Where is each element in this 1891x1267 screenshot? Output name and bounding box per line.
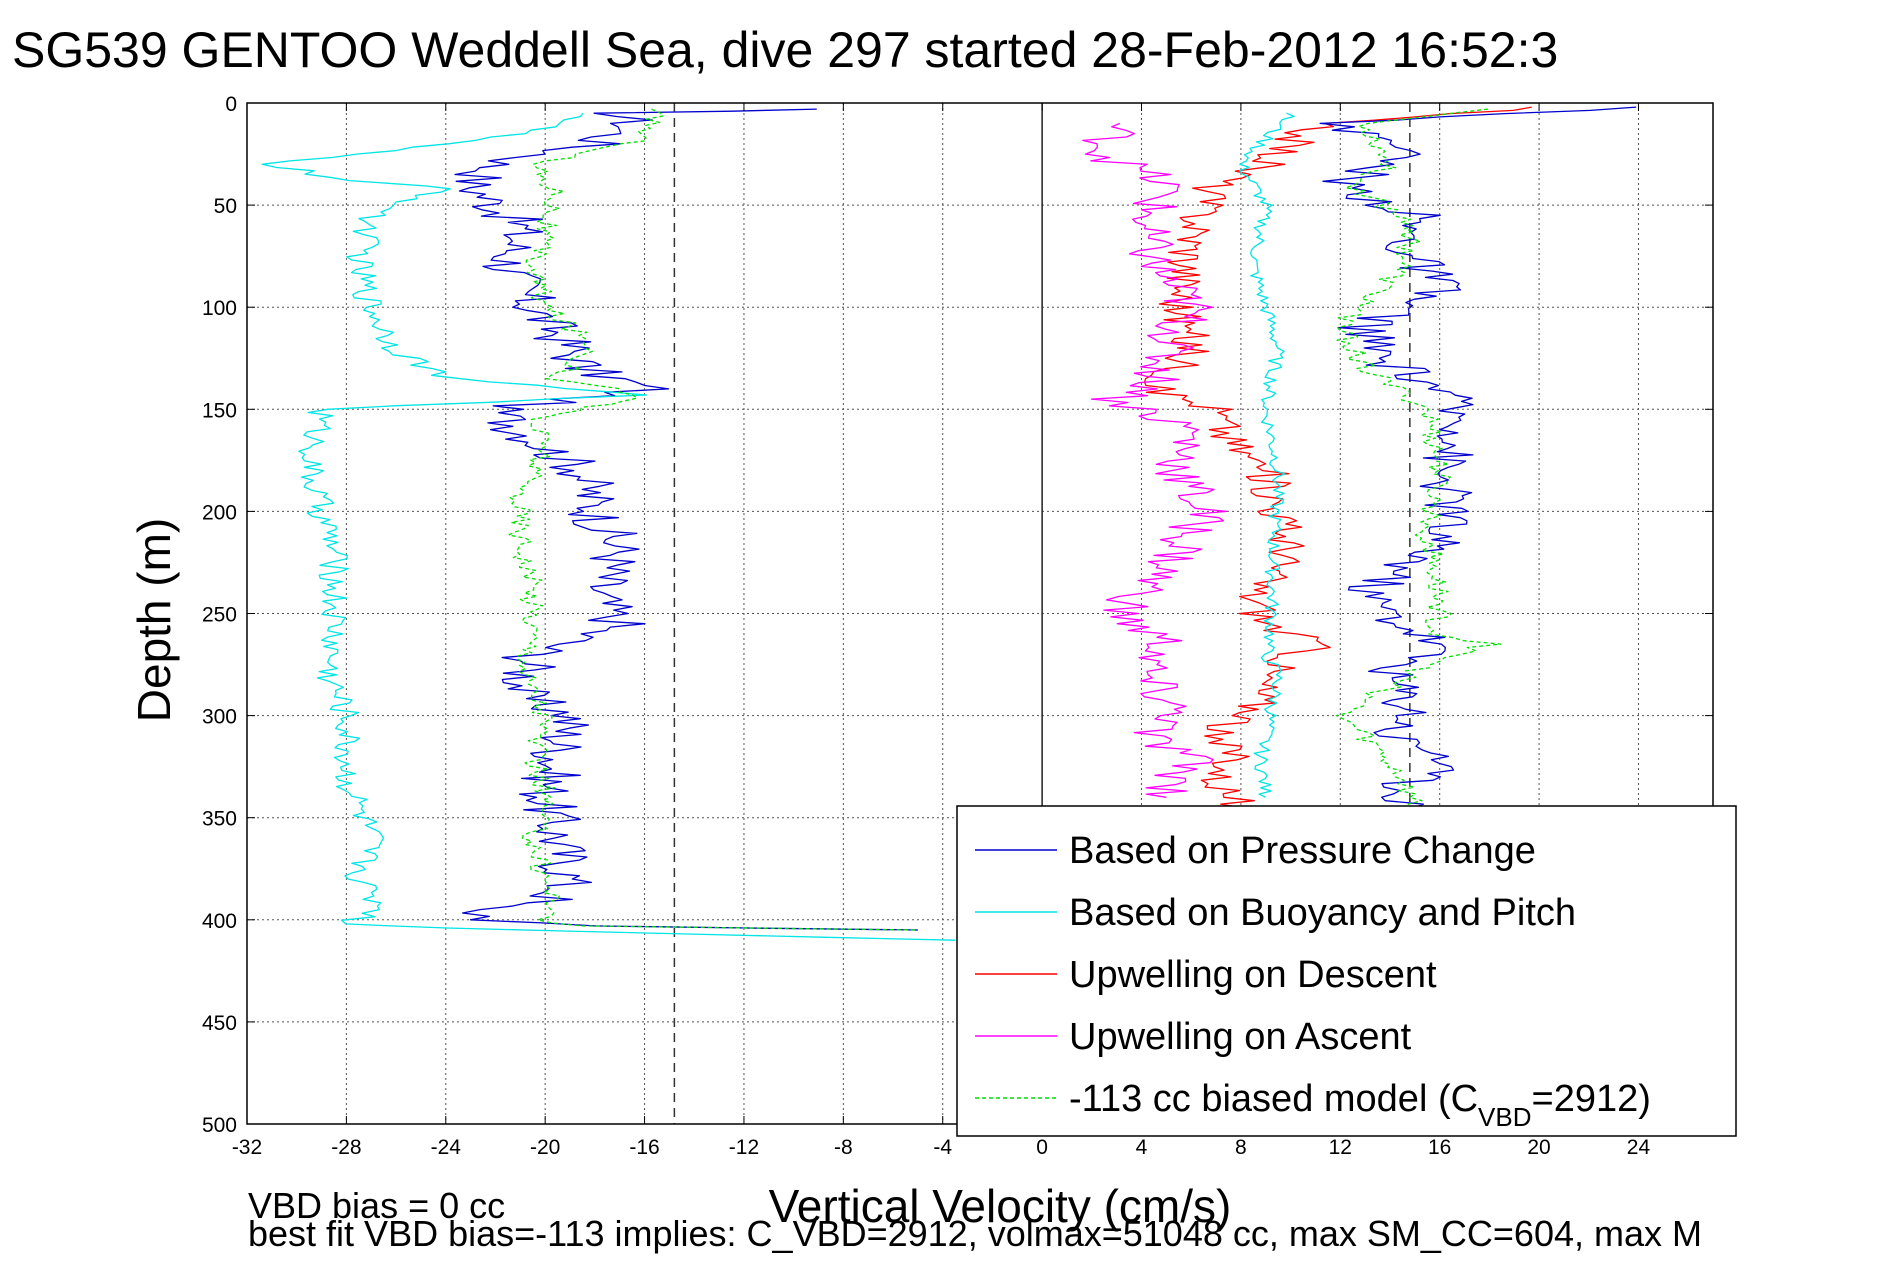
x-tick-label: 0 <box>1036 1136 1048 1159</box>
y-tick-label: 100 <box>202 297 237 320</box>
y-tick-label: 250 <box>202 604 237 627</box>
series-line-based-on-buoyancy-and-pitch <box>261 112 956 941</box>
y-tick-label: 200 <box>202 501 237 524</box>
x-tick-label: -8 <box>834 1136 853 1159</box>
legend-label-end: =2912) <box>1532 1078 1651 1120</box>
legend-label-subscript: VBD <box>1478 1102 1531 1132</box>
x-tick-label: -16 <box>629 1136 659 1159</box>
x-tick-label: 20 <box>1527 1136 1550 1159</box>
x-tick-label: -4 <box>933 1136 952 1159</box>
x-tick-label: -24 <box>431 1136 462 1159</box>
legend-box <box>956 805 1737 1137</box>
series-line-113-cc-biased-model-c-vbd-2912 <box>508 108 918 931</box>
y-tick-label: 400 <box>202 910 237 933</box>
legend-label: Based on Buoyancy and Pitch <box>1069 892 1576 934</box>
chart-title: SG539 GENTOO Weddell Sea, dive 297 start… <box>12 22 1558 78</box>
tick-labels: -32 -28 -24 -20 -16 -12 -8 -4 0 4 8 12 16 20 24 0 50 100 1… <box>202 93 1713 1159</box>
x-tick-label: -20 <box>530 1136 560 1159</box>
series-line-upwelling-on-descent <box>1143 106 1532 809</box>
y-tick-label: 450 <box>202 1012 237 1035</box>
legend-label: Based on Pressure Change <box>1069 830 1536 872</box>
y-tick-label: 350 <box>202 808 237 831</box>
y-tick-label: 300 <box>202 706 237 729</box>
series-line-biased-model-ascent <box>1335 108 1502 809</box>
x-tick-label: -32 <box>232 1136 262 1159</box>
footer-vbd-bias: VBD bias = 0 cc <box>248 1185 505 1226</box>
x-tick-label: 16 <box>1428 1136 1451 1159</box>
x-axis-label: Vertical Velocity (cm/s) <box>769 1180 1232 1232</box>
series-line-based-on-buoyancy-and-pitch-ascent <box>1239 112 1295 798</box>
x-tick-label: 12 <box>1329 1136 1352 1159</box>
footer-best-fit: best fit VBD bias=-113 implies: C_VBD=29… <box>248 1213 1702 1254</box>
series-line-based-on-pressure-change <box>454 108 918 931</box>
y-tick-label: 50 <box>214 195 237 218</box>
legend: Based on Pressure Change Based on Buoyanc… <box>956 805 1737 1137</box>
x-tick-label: 4 <box>1136 1136 1148 1159</box>
y-tick-label: 500 <box>202 1114 237 1137</box>
y-tick-label: 150 <box>202 399 237 422</box>
legend-label: Upwelling on Descent <box>1069 954 1437 996</box>
x-tick-label: -28 <box>331 1136 361 1159</box>
y-axis-label: Depth (m) <box>128 518 180 722</box>
y-tick-label: 0 <box>225 93 237 116</box>
x-tick-label: 8 <box>1235 1136 1247 1159</box>
series-layer <box>261 106 1637 941</box>
x-tick-label: 24 <box>1627 1136 1651 1159</box>
series-line-upwelling-on-ascent <box>1082 122 1228 798</box>
series-line-based-on-pressure-change-ascent <box>1319 106 1637 809</box>
legend-label: Upwelling on Ascent <box>1069 1016 1412 1058</box>
x-tick-label: -12 <box>729 1136 759 1159</box>
